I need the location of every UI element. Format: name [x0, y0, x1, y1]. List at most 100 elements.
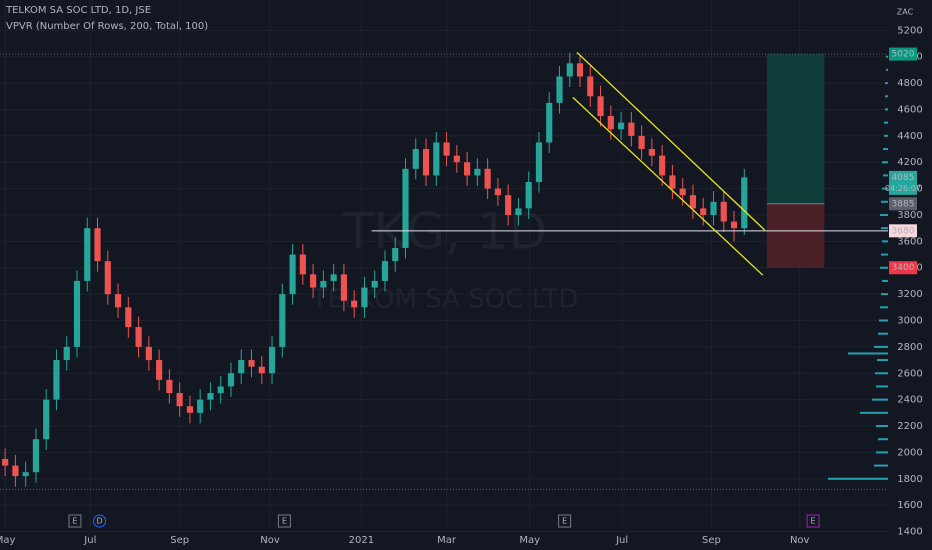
price-badge-label: 5020: [892, 50, 915, 60]
candle-body: [330, 274, 337, 281]
candle-body: [299, 254, 306, 275]
volume-row: [828, 477, 888, 480]
y-tick-label: 2800: [897, 342, 922, 353]
currency: ZAC: [897, 8, 914, 17]
x-tick-label: May: [0, 535, 16, 546]
y-tick-label: 1600: [897, 500, 922, 511]
channel-line: [576, 51, 766, 231]
watermark: TKG, 1D: [342, 203, 547, 261]
x-tick-label: Mar: [437, 535, 457, 546]
candle-body: [700, 208, 707, 215]
event-label: E: [811, 517, 816, 526]
candle-body: [494, 188, 501, 196]
volume-row: [882, 161, 888, 164]
candle-body: [546, 102, 553, 143]
candle-body: [618, 122, 625, 130]
volume-row: [883, 174, 888, 177]
candle-body: [32, 439, 40, 473]
price-badge: [889, 197, 917, 211]
candle-body: [597, 96, 604, 117]
volume-row: [885, 82, 888, 85]
candle-body: [197, 399, 204, 413]
x-tick-label: May: [519, 535, 540, 546]
volume-row: [880, 266, 888, 269]
event-icon: [806, 514, 820, 528]
countdown: 04:26:07: [885, 184, 921, 193]
y-tick-label: 3600: [897, 236, 922, 247]
candle-body: [679, 188, 686, 196]
candle-body: [587, 76, 594, 97]
y-tick-label: 1800: [897, 474, 922, 485]
candle-body: [310, 274, 317, 288]
candle-body: [289, 254, 296, 295]
candle-body: [2, 458, 9, 466]
y-tick-label: 4400: [897, 131, 922, 142]
candle-body: [166, 379, 173, 394]
candle-body: [84, 228, 91, 281]
price-badge: [889, 47, 917, 61]
watermark-name: TELKOM SA SOC LTD: [311, 285, 579, 315]
candle-body: [710, 201, 717, 215]
candle-body: [515, 208, 522, 215]
event-label: E: [562, 517, 567, 526]
event-icon: [93, 514, 107, 528]
price-badge-label: 3400: [892, 263, 915, 273]
volume-row: [878, 332, 888, 335]
candle-body: [422, 149, 430, 176]
candle-body: [453, 155, 460, 163]
candle-body: [351, 300, 358, 308]
candle-body: [689, 195, 697, 209]
volume-row: [882, 279, 888, 282]
candle-body: [268, 346, 276, 374]
x-tick-label: Jul: [615, 535, 628, 546]
volume-row: [880, 306, 888, 309]
x-tick-label: Jul: [83, 535, 96, 546]
candle-body: [505, 195, 512, 215]
price-badge-label: 3885: [892, 199, 915, 209]
volume-row: [876, 425, 888, 428]
volume-row: [876, 451, 888, 454]
volume-row: [881, 253, 888, 256]
loss-zone: [766, 203, 825, 268]
x-tick-label: Nov: [790, 535, 810, 546]
candle-body: [43, 399, 50, 440]
volume-row: [874, 464, 888, 467]
price-badge: [889, 224, 917, 238]
event-label: D: [96, 517, 102, 526]
event-label: E: [282, 517, 287, 526]
candle-body: [371, 280, 378, 288]
candle-body: [576, 63, 584, 77]
candle-body: [669, 175, 676, 189]
candle-body: [720, 201, 727, 222]
candle-body: [217, 386, 224, 394]
volume-row: [885, 95, 888, 98]
candle-body: [392, 247, 399, 262]
volume-row: [881, 200, 888, 203]
volume-row: [886, 55, 888, 58]
candle-body: [361, 287, 368, 308]
chart-title: TELKOM SA SOC LTD, 1D, JSE: [5, 5, 151, 16]
event-label: E: [72, 517, 77, 526]
volume-row: [881, 293, 888, 296]
candle-body: [145, 346, 152, 361]
volume-row: [872, 398, 888, 401]
candle-body: [628, 122, 635, 136]
candle-body: [53, 360, 60, 400]
volume-row: [875, 372, 888, 375]
volume-row: [882, 187, 888, 190]
y-tick-label: 1400: [897, 527, 922, 538]
candle-body: [63, 346, 70, 361]
candle-body: [12, 465, 19, 477]
volume-row: [879, 319, 888, 322]
volume-row: [885, 108, 888, 111]
candle-body: [125, 307, 132, 328]
candle-body: [207, 393, 214, 400]
volume-row: [876, 385, 888, 388]
candle-body: [320, 280, 327, 288]
candle-body: [535, 142, 543, 183]
candle-body: [402, 168, 409, 248]
volume-row: [848, 352, 888, 355]
candle-body: [104, 261, 111, 295]
